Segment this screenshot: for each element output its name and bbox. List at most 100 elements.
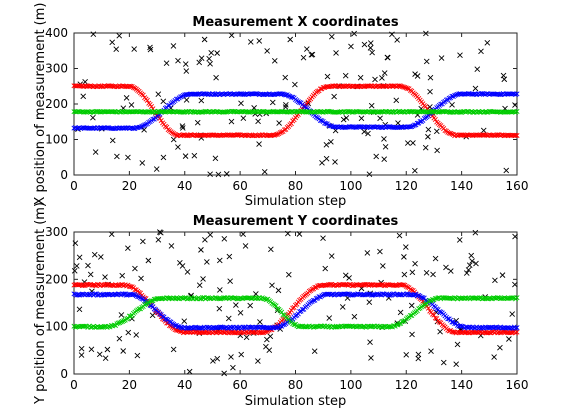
clutter-point [457, 52, 463, 58]
track-point [394, 283, 400, 289]
clutter-point [147, 44, 153, 51]
track-point [117, 320, 123, 326]
clutter-point [326, 315, 333, 321]
clutter-point [381, 156, 388, 163]
clutter-point [141, 127, 147, 133]
plot-area [73, 32, 518, 176]
track-point [292, 313, 299, 319]
track-point [118, 319, 124, 325]
track-point [346, 108, 353, 115]
track-point [128, 284, 134, 290]
clutter-point [478, 48, 484, 55]
track-point [178, 133, 184, 139]
clutter-point [319, 160, 325, 166]
clutter-point [389, 31, 395, 38]
clutter-point [238, 351, 245, 358]
clutter-point [237, 310, 244, 316]
clutter-point [311, 348, 318, 354]
track-point [316, 294, 322, 300]
track-point [149, 298, 155, 304]
track-point [79, 291, 85, 297]
track-point [399, 319, 405, 325]
track-point [351, 283, 357, 289]
track-point [162, 316, 168, 322]
track-point [219, 329, 225, 335]
x-tick-label: 160 [506, 179, 529, 193]
clutter-point [210, 358, 216, 364]
y-tick-label: 400 [45, 26, 68, 40]
clutter-point [304, 46, 310, 52]
clutter-point [456, 237, 463, 243]
track-point [208, 325, 214, 331]
clutter-point [255, 118, 261, 125]
clutter-point [116, 32, 123, 39]
clutter-point [465, 267, 472, 273]
clutter-point [207, 231, 214, 238]
track-point [200, 295, 206, 301]
clutter-point [149, 312, 156, 319]
track-point [377, 292, 383, 298]
clutter-point [204, 259, 210, 265]
clutter-point [215, 171, 222, 178]
chart-title: Measurement X coordinates [192, 15, 398, 30]
track-point [115, 320, 121, 326]
track-point [92, 282, 98, 288]
clutter-point [346, 275, 352, 281]
track-point [229, 329, 235, 335]
track-point [247, 132, 253, 138]
track-point [403, 85, 409, 91]
clutter-point [364, 250, 371, 256]
clutter-point [401, 254, 407, 260]
track-point [114, 84, 120, 90]
clutter-point [208, 49, 215, 56]
track-point [288, 121, 294, 127]
clutter-point [118, 312, 125, 318]
clutter-point [351, 313, 358, 320]
track-point [100, 282, 106, 288]
clutter-point [90, 31, 97, 38]
track-point [442, 127, 448, 134]
clutter-point [158, 229, 164, 236]
track-point [304, 109, 310, 115]
track-point [272, 132, 278, 138]
track-point [154, 310, 160, 316]
track-point [317, 117, 323, 123]
clutter-point [296, 231, 303, 237]
clutter-point [509, 311, 516, 317]
track-point [398, 83, 404, 89]
track-point [273, 325, 279, 331]
clutter-point [76, 254, 83, 261]
clutter-point [503, 167, 510, 174]
track-point [394, 322, 400, 328]
clutter-point [433, 128, 440, 135]
track-point [172, 322, 178, 329]
clutter-point [454, 341, 461, 348]
track-point [175, 296, 181, 302]
clutter-point [423, 30, 429, 37]
track-point [297, 99, 303, 105]
clutter-point [194, 119, 201, 126]
track-series [71, 91, 520, 132]
clutter-point [102, 355, 109, 361]
track-point [443, 97, 449, 103]
clutter-point [198, 55, 205, 62]
track-point [106, 323, 112, 330]
track-point [180, 93, 186, 99]
clutter-point [427, 104, 433, 110]
track-point [449, 319, 455, 325]
clutter-point [300, 54, 307, 61]
track-point [151, 108, 157, 114]
x-tick-label: 100 [339, 378, 362, 392]
clutter-point [155, 91, 162, 98]
clutter-point [163, 60, 170, 66]
clutter-point [365, 130, 371, 137]
clutter-point [160, 154, 167, 161]
clutter-point [202, 236, 208, 243]
track-point [367, 125, 373, 131]
track-point [180, 295, 186, 301]
clutter-point [120, 348, 127, 354]
track-point [412, 292, 418, 298]
x-tick-label: 80 [288, 378, 303, 392]
clutter-point [415, 355, 422, 362]
track-point [399, 84, 405, 90]
